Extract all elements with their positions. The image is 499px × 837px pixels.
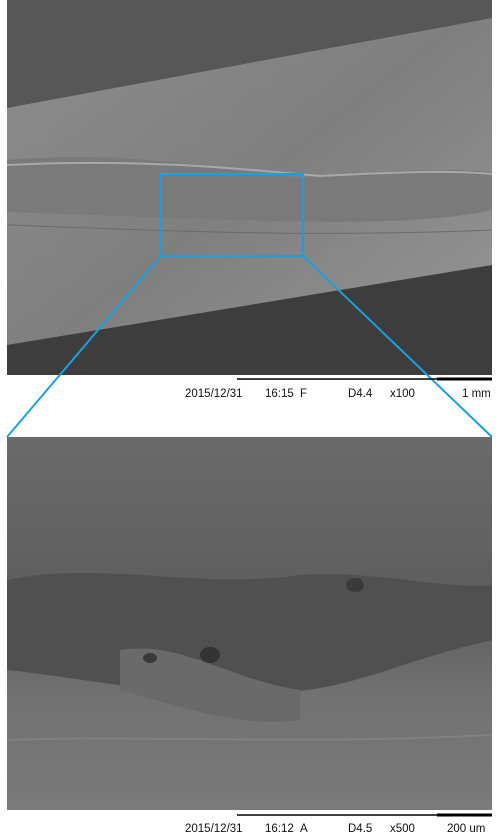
date: 2015/12/31: [185, 823, 243, 835]
scale: 1 mm: [462, 388, 491, 400]
mode: F: [300, 388, 307, 400]
scale: 200 um: [447, 823, 485, 835]
zoom-line: [6, 255, 162, 438]
micrograph-high: [7, 437, 492, 810]
zoom-box: [160, 173, 304, 257]
time: 16:12: [265, 823, 294, 835]
zoom-line: [302, 255, 493, 438]
time: 16:15: [265, 388, 294, 400]
micrograph-low: [7, 0, 492, 375]
detector: D4.5: [348, 823, 372, 835]
date: 2015/12/31: [185, 388, 243, 400]
detector: D4.4: [348, 388, 373, 400]
mode: A: [300, 823, 308, 835]
magnification: x100: [390, 388, 415, 400]
magnification: x500: [390, 823, 415, 835]
